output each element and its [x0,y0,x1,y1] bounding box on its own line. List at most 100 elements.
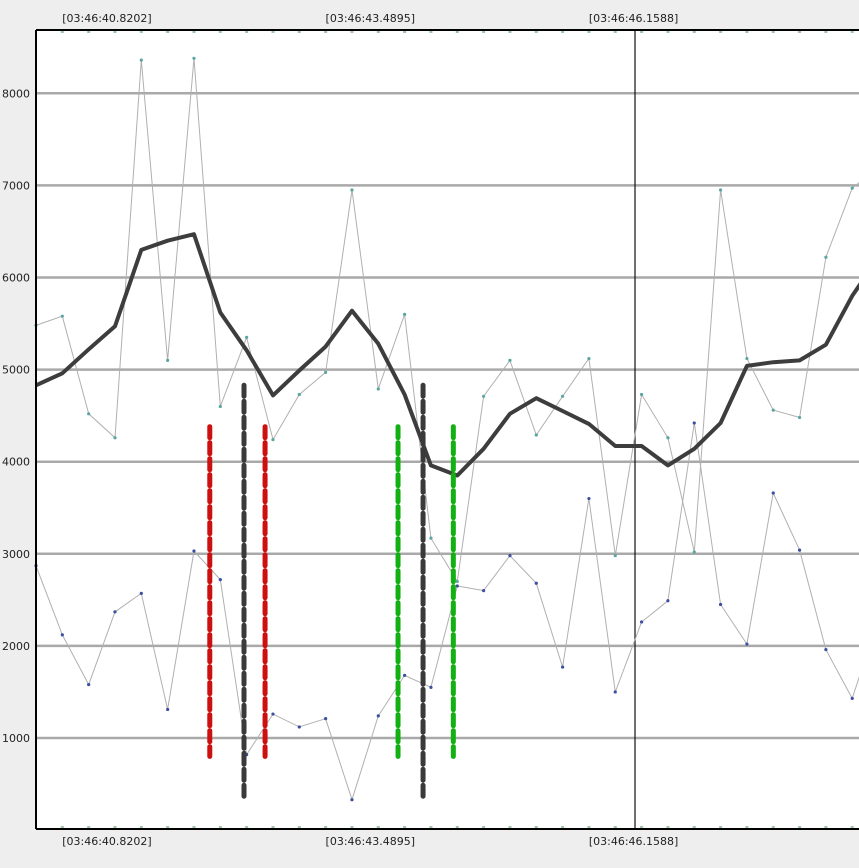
x-tick-mark [271,826,275,828]
x-tick-mark [692,826,696,828]
x-tick-mark [771,826,775,828]
y-tick-label: 3000 [2,548,30,561]
x-tick-mark [60,826,64,828]
series-line-average [35,232,859,478]
annotation-layer [207,382,456,803]
x-tick-mark [798,826,802,828]
series-point [797,415,802,420]
x-tick-mark [850,826,854,828]
series-point [561,665,565,669]
x-tick-mark [113,31,117,33]
x-tick-mark [850,31,854,33]
series-point [771,408,775,412]
x-tick-mark [297,826,301,828]
x-tick-mark [218,31,222,33]
x-tick-mark [403,826,407,828]
series-point [192,549,196,553]
series-point [192,56,196,60]
series-point [613,690,617,694]
x-tick-mark [324,826,328,828]
series-point [666,599,670,603]
series-point [166,707,170,712]
series-point [745,642,749,646]
x-tick-mark [192,31,196,33]
series-point [824,647,828,652]
series-point [297,725,301,729]
x-tick-label-bottom: [03:46:46.1588] [589,835,678,848]
x-tick-mark [613,31,617,33]
x-tick-mark [166,826,170,828]
x-tick-mark [245,31,249,33]
series-layer [34,56,859,802]
x-tick-mark [798,31,802,33]
x-tick-mark [745,31,749,33]
series-point [429,685,433,689]
y-tick-label: 2000 [2,640,30,653]
series-point [429,536,433,540]
x-tick-label-bottom: [03:46:40.8202] [62,835,151,848]
x-tick-mark [113,826,117,828]
series-point [271,437,275,442]
x-tick-mark [482,31,486,33]
x-tick-mark [508,31,512,33]
x-tick-mark [561,826,565,828]
series-point [350,798,354,802]
series-point [218,577,222,582]
x-tick-mark [350,826,354,828]
series-point [271,712,275,716]
x-tick-mark [350,31,354,33]
series-point [297,392,301,397]
x-tick-label-bottom: [03:46:43.4895] [326,835,415,848]
x-tick-mark [429,826,433,828]
x-tick-mark [613,826,617,828]
x-axis-labels: [03:46:40.8202] [03:46:43.4895] [03:46:46.… [62,12,678,848]
series-point [139,591,143,596]
x-tick-mark [403,31,407,33]
series-point [771,491,775,495]
series-point [587,356,591,361]
grid [36,92,859,740]
series-point [850,696,854,700]
series-point [218,404,222,409]
series-point [376,714,380,718]
series-point [797,548,802,552]
series-point [613,554,617,558]
x-tick-mark [297,31,301,33]
series-point [824,255,828,259]
x-tick-mark [166,31,170,33]
series-point [87,682,91,687]
series-point [745,356,749,361]
series-point [482,394,486,398]
y-axis-labels: 1000 2000 3000 4000 5000 6000 7000 8000 [2,87,30,745]
y-tick-label: 5000 [2,364,30,377]
y-tick-label: 7000 [2,179,30,192]
series-point [324,370,328,374]
series-point [587,496,591,501]
x-tick-mark [376,826,380,828]
x-tick-mark [482,826,486,828]
series-point [403,673,407,677]
series-point [508,554,512,558]
x-tick-mark [587,826,591,828]
x-tick-label-top: [03:46:43.4895] [326,12,415,25]
x-tick-mark [271,31,275,33]
series-point [850,186,854,190]
series-point [87,412,91,416]
series-point [718,188,723,192]
x-tick-mark [376,31,380,33]
series-point [455,584,459,588]
x-tick-mark [218,826,222,828]
x-tick-mark [640,826,644,828]
series-point [455,579,459,584]
series-point [113,610,117,614]
series-point [60,633,64,637]
x-tick-mark [824,31,828,33]
x-tick-mark [824,826,828,828]
x-tick-mark [745,826,749,828]
x-tick-mark [139,826,143,828]
x-tick-mark [640,31,644,33]
x-tick-mark [666,826,670,828]
series-point [60,314,64,318]
series-point [482,589,486,593]
